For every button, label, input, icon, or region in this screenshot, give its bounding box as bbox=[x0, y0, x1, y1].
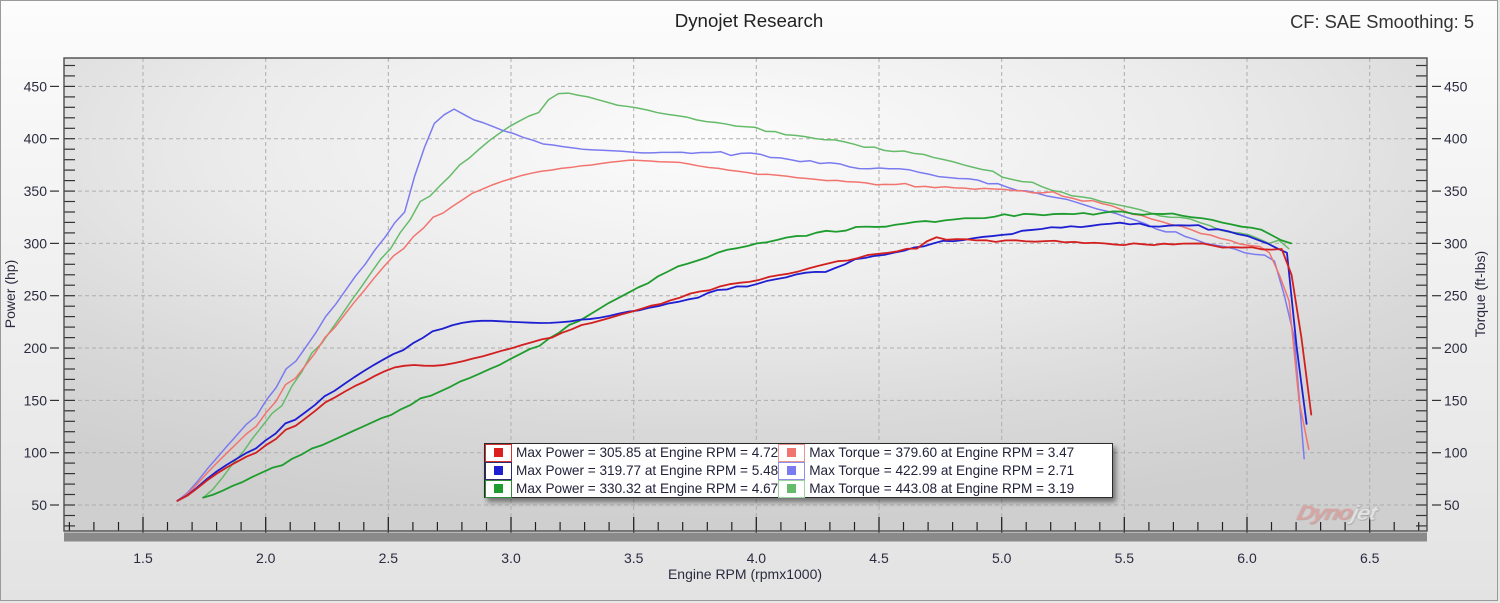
svg-text:2.0: 2.0 bbox=[256, 550, 276, 566]
svg-text:450: 450 bbox=[1444, 78, 1468, 94]
svg-text:150: 150 bbox=[24, 392, 48, 408]
svg-text:350: 350 bbox=[1444, 183, 1468, 199]
svg-text:3.0: 3.0 bbox=[501, 550, 521, 566]
svg-text:Torque (ft-lbs): Torque (ft-lbs) bbox=[1472, 251, 1488, 337]
svg-text:Power (hp): Power (hp) bbox=[2, 260, 18, 328]
svg-text:200: 200 bbox=[1444, 340, 1468, 356]
svg-text:1.5: 1.5 bbox=[133, 550, 153, 566]
svg-text:250: 250 bbox=[1444, 288, 1468, 304]
svg-text:Engine RPM (rpmx1000): Engine RPM (rpmx1000) bbox=[668, 566, 822, 582]
svg-text:200: 200 bbox=[24, 340, 48, 356]
svg-text:4.5: 4.5 bbox=[869, 550, 889, 566]
svg-text:400: 400 bbox=[1444, 131, 1468, 147]
svg-text:2.5: 2.5 bbox=[379, 550, 399, 566]
svg-text:400: 400 bbox=[24, 131, 48, 147]
svg-text:100: 100 bbox=[1444, 445, 1468, 461]
svg-text:5.5: 5.5 bbox=[1115, 550, 1135, 566]
svg-text:300: 300 bbox=[24, 235, 48, 251]
svg-text:50: 50 bbox=[31, 497, 47, 513]
svg-text:350: 350 bbox=[24, 183, 48, 199]
svg-text:5.0: 5.0 bbox=[992, 550, 1012, 566]
svg-text:250: 250 bbox=[24, 288, 48, 304]
svg-text:4.0: 4.0 bbox=[747, 550, 767, 566]
svg-text:150: 150 bbox=[1444, 392, 1468, 408]
svg-text:450: 450 bbox=[24, 78, 48, 94]
svg-text:6.0: 6.0 bbox=[1237, 550, 1257, 566]
svg-text:50: 50 bbox=[1444, 497, 1460, 513]
svg-text:300: 300 bbox=[1444, 235, 1468, 251]
svg-text:3.5: 3.5 bbox=[624, 550, 644, 566]
svg-text:100: 100 bbox=[24, 445, 48, 461]
svg-text:6.5: 6.5 bbox=[1360, 550, 1380, 566]
